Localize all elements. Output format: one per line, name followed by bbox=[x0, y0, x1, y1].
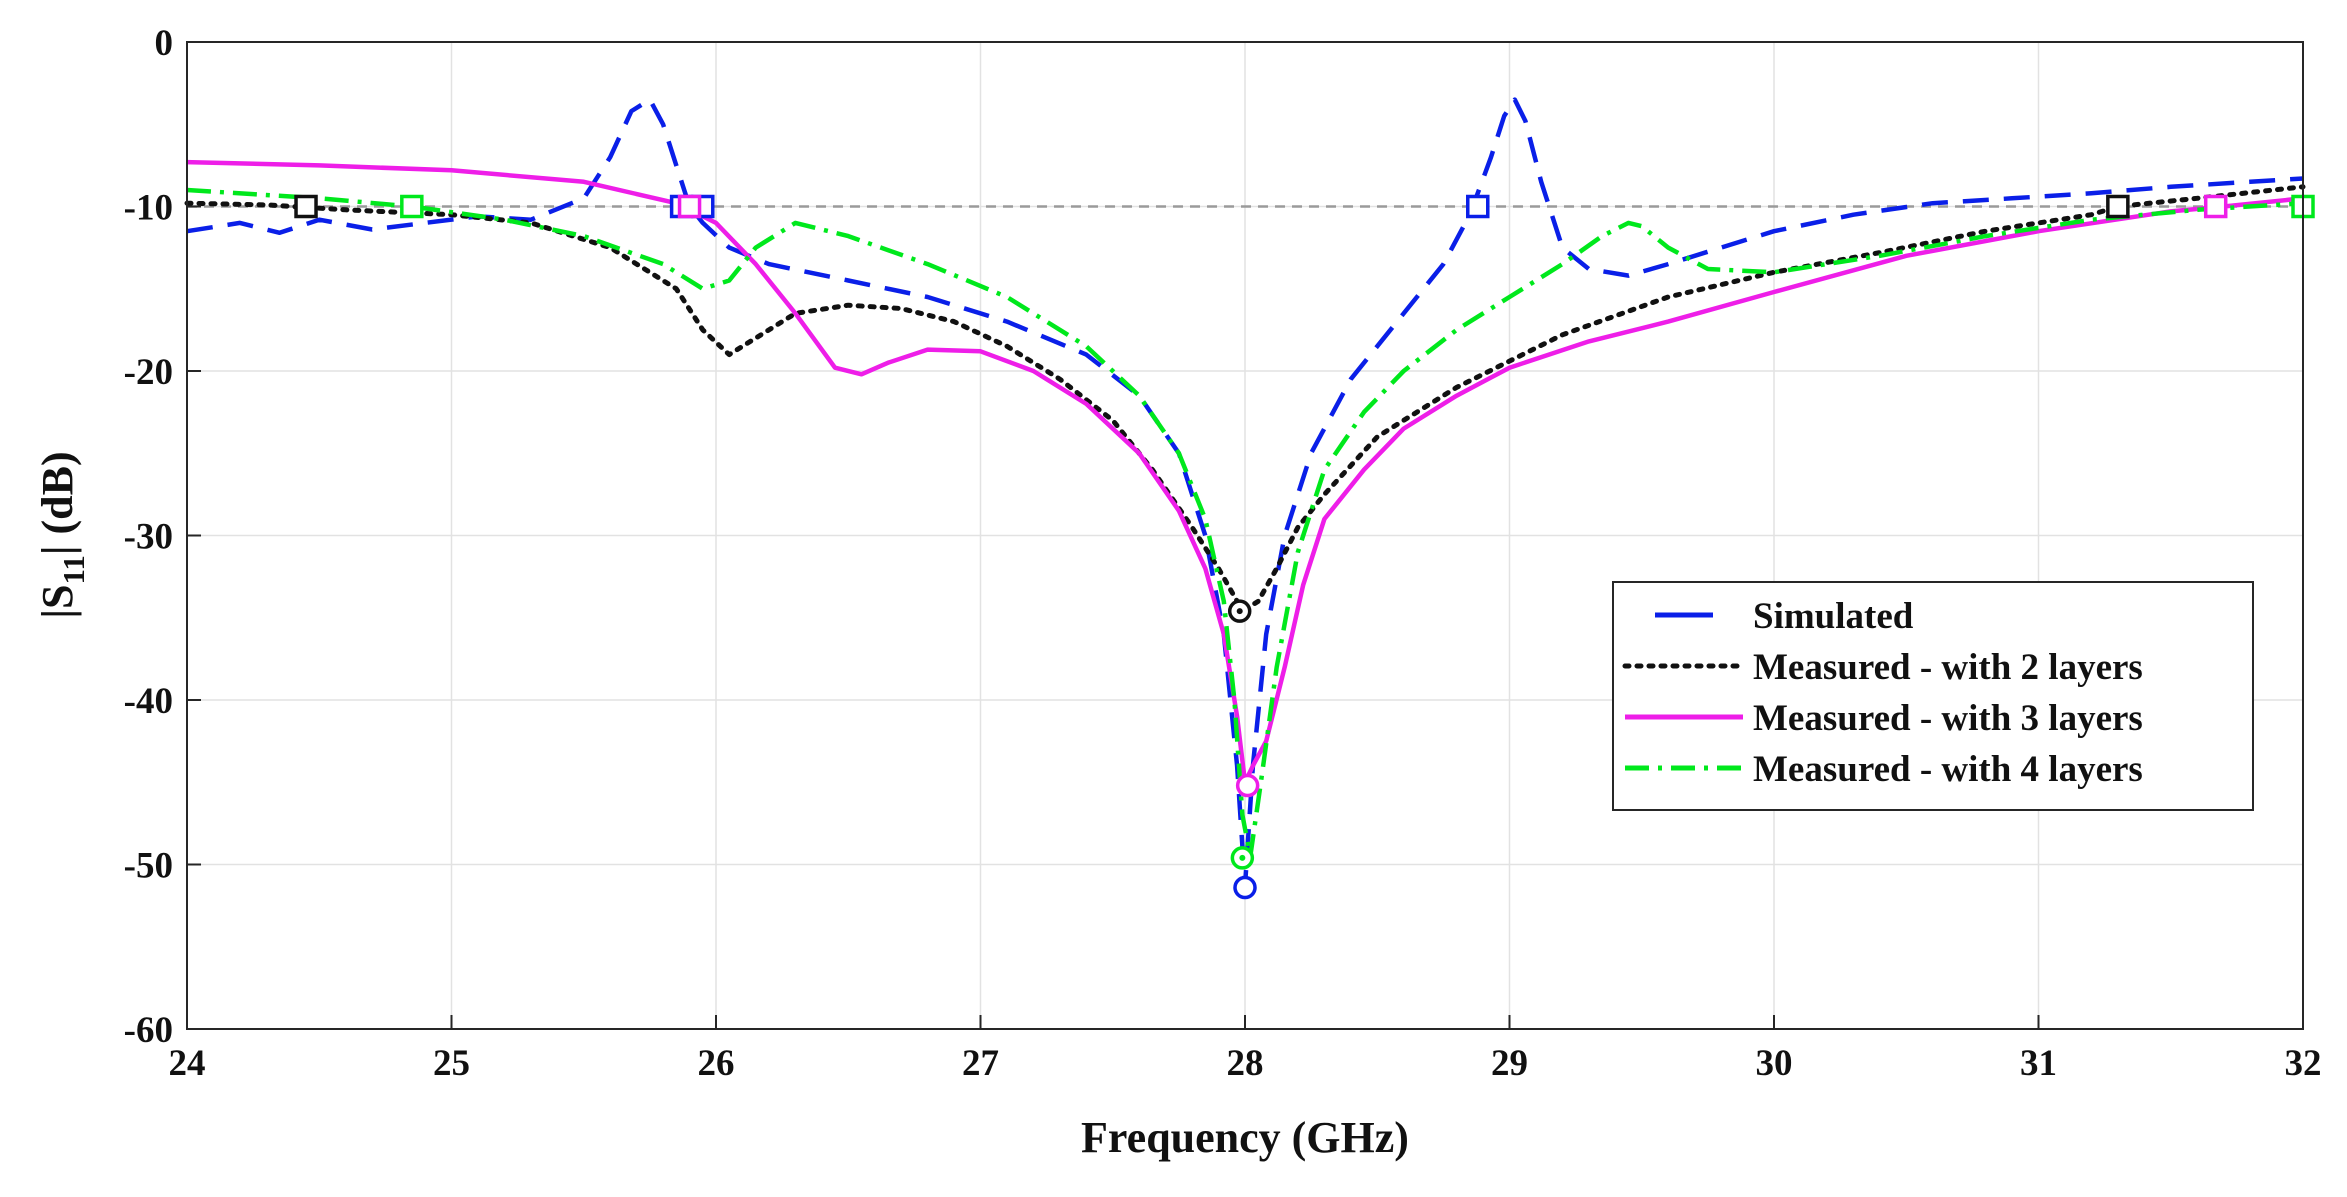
y-tick-label: -10 bbox=[124, 188, 173, 229]
x-tick-label: 24 bbox=[169, 1043, 206, 1084]
x-tick-label: 32 bbox=[2285, 1043, 2322, 1084]
y-axis-title-subscript: 11 bbox=[56, 555, 91, 584]
legend-label-1: Simulated bbox=[1753, 596, 1914, 637]
legend-label-3: Measured - with 3 layers bbox=[1753, 698, 2143, 739]
y-tick-label: -20 bbox=[124, 352, 173, 393]
marker-square-series-4 bbox=[400, 194, 424, 219]
y-axis-title-prefix: |S bbox=[33, 584, 82, 618]
y-axis-title-suffix: | (dB) bbox=[33, 451, 82, 555]
x-axis-title: Frequency (GHz) bbox=[1081, 1113, 1409, 1162]
marker-square-series-3 bbox=[677, 194, 702, 219]
x-tick-label: 29 bbox=[1491, 1043, 1528, 1084]
marker-dot-series-2 bbox=[1236, 608, 1243, 615]
marker-layer bbox=[294, 194, 2315, 900]
x-tick-label: 25 bbox=[433, 1043, 470, 1084]
marker-square-series-1 bbox=[1466, 194, 1490, 219]
y-tick-label: 0 bbox=[155, 23, 174, 64]
marker-square-series-3 bbox=[2203, 194, 2228, 219]
y-axis-title: |S11| (dB) bbox=[33, 451, 91, 618]
x-tick-label: 30 bbox=[1756, 1043, 1793, 1084]
y-tick-label: -30 bbox=[124, 517, 173, 558]
x-tick-label: 31 bbox=[2020, 1043, 2057, 1084]
y-tick-label: -50 bbox=[124, 846, 173, 887]
marker-circle-series-1 bbox=[1233, 875, 1257, 900]
marker-circle-series-3 bbox=[1235, 773, 1260, 798]
legend-label-2: Measured - with 2 layers bbox=[1753, 647, 2143, 688]
y-tick-label: -40 bbox=[124, 681, 173, 722]
tick-layer: 24 25 26 27 28 29 30 31 32 0 -10 -20 -30 -40 -50 -60 bbox=[124, 23, 2322, 1084]
legend-box bbox=[1612, 581, 2254, 811]
x-tick-label: 27 bbox=[962, 1043, 999, 1084]
legend: Simulated Measured - with 2 layers Measure… bbox=[1612, 581, 2254, 811]
legend-label-4: Measured - with 4 layers bbox=[1753, 749, 2143, 790]
x-tick-label: 26 bbox=[698, 1043, 735, 1084]
legend-entries: Simulated Measured - with 2 layers Measure… bbox=[1622, 596, 2143, 790]
marker-square-series-2 bbox=[294, 194, 318, 219]
y-tick-label: -60 bbox=[124, 1010, 173, 1051]
marker-square-series-2 bbox=[2106, 194, 2130, 219]
marker-dot-series-4 bbox=[1239, 854, 1246, 861]
series-line-2 bbox=[184, 184, 2306, 612]
x-tick-label: 28 bbox=[1227, 1043, 1264, 1084]
